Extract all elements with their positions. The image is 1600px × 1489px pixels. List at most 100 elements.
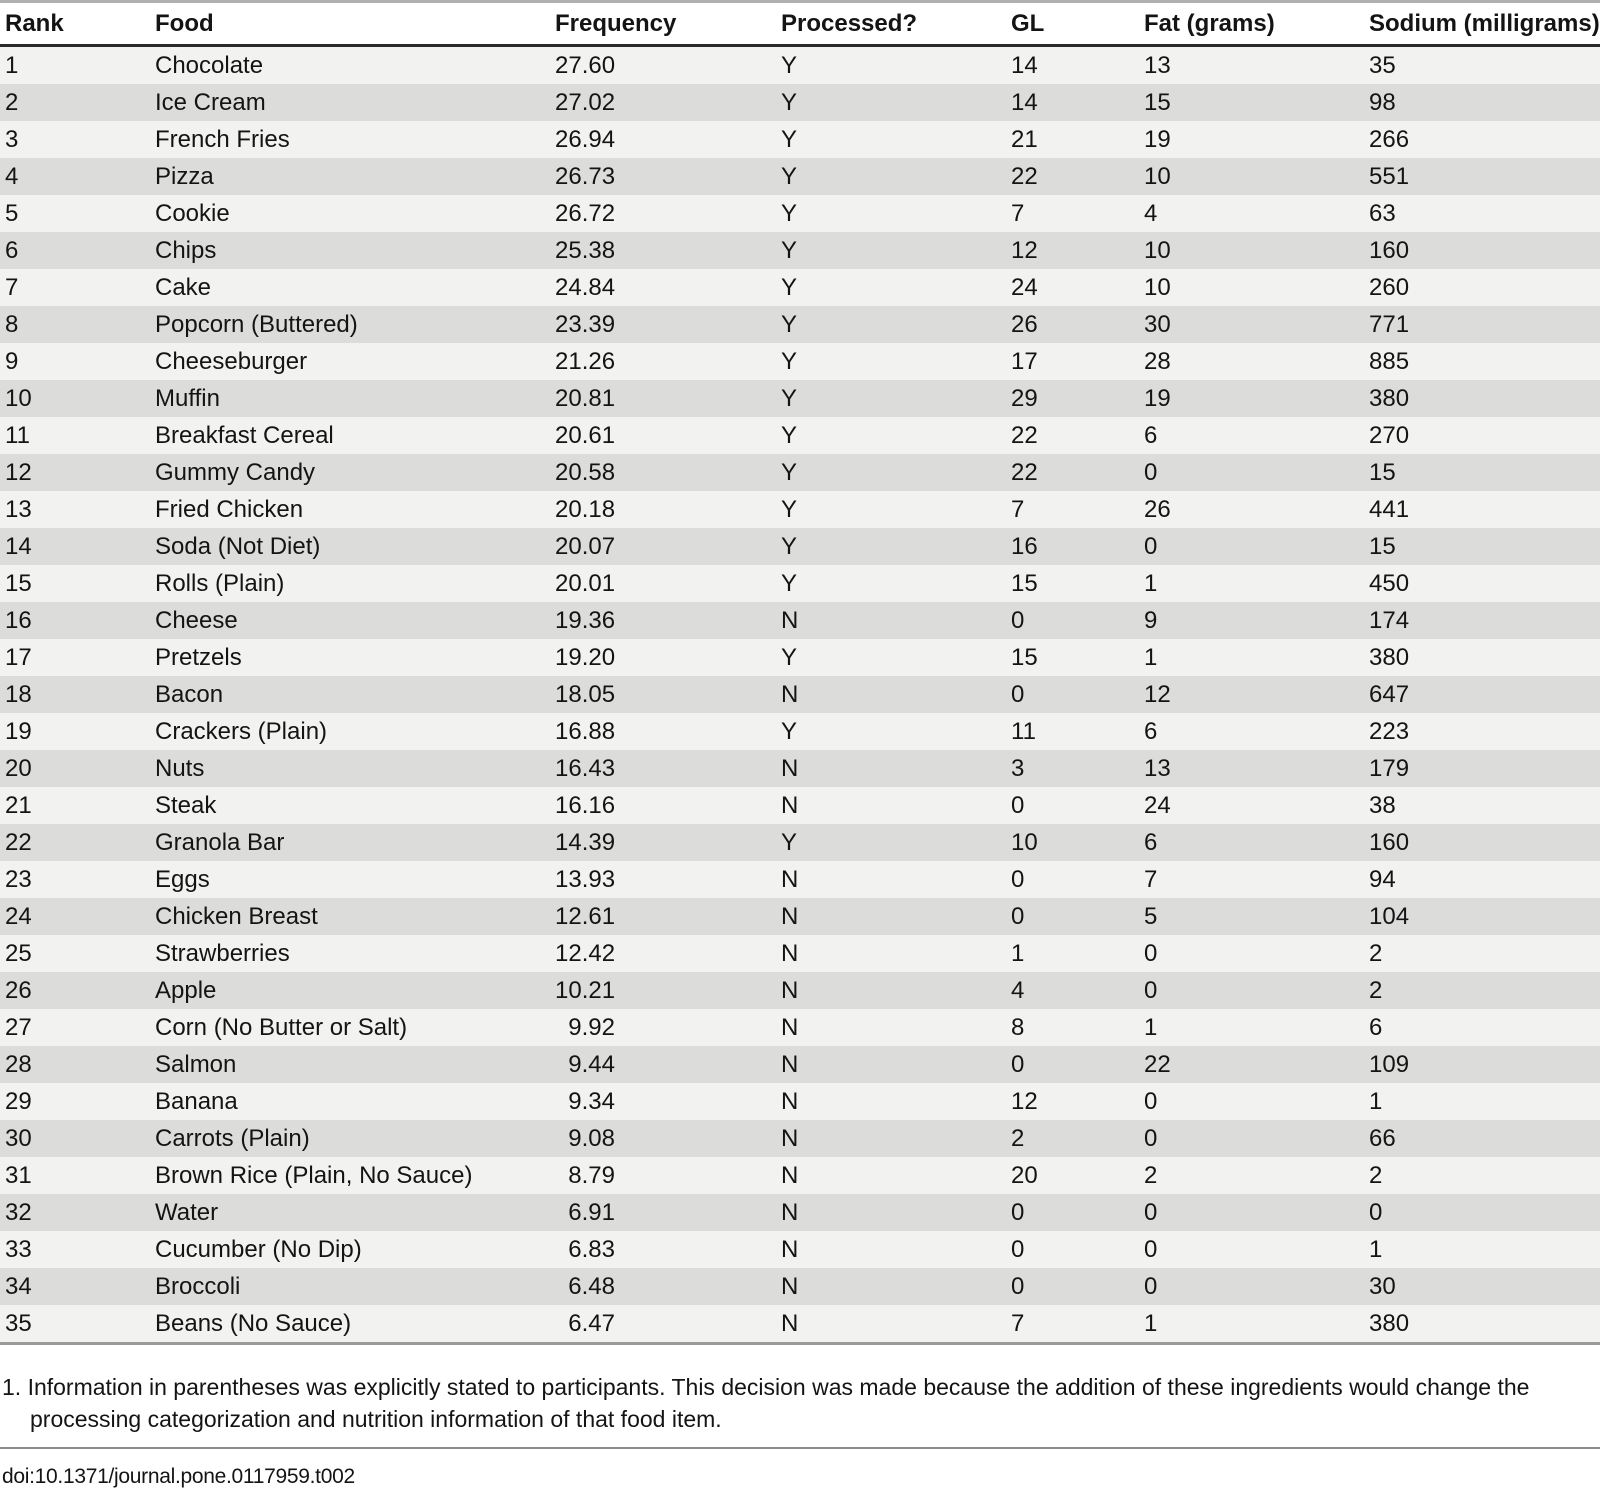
table-cell: N — [781, 1124, 799, 1152]
table-cell: 14.39 — [555, 828, 616, 856]
table-cell: 380 — [1369, 643, 1410, 671]
table-cell: 6.91 — [568, 1198, 615, 1226]
table-cell: 23.39 — [555, 310, 616, 338]
table-row: 27 Corn (No Butter or Salt) 9.92 N 8 1 6 — [0, 1009, 1600, 1046]
table-cell: 6.47 — [568, 1309, 615, 1337]
table-cell: 22 — [1011, 162, 1038, 190]
table-cell: N — [781, 1050, 799, 1078]
food-ranking-table: Rank Food Frequency Processed? GL Fat (g… — [0, 0, 1600, 1345]
table-cell: 10.21 — [555, 976, 616, 1004]
table-cell: 21.26 — [555, 347, 616, 375]
table-cell: 174 — [1369, 606, 1410, 634]
table-row: 3 French Fries 26.94 Y 21 19 266 — [0, 121, 1600, 158]
table-cell: Fried Chicken — [155, 495, 304, 523]
table-cell: Y — [781, 310, 798, 338]
table-cell: 647 — [1369, 680, 1410, 708]
table-cell: 260 — [1369, 273, 1410, 301]
table-cell: 27.60 — [555, 51, 616, 79]
table-cell: 20.58 — [555, 458, 616, 486]
table-cell: 17 — [1011, 347, 1038, 375]
table-cell: Strawberries — [155, 939, 290, 967]
table-cell: Y — [781, 643, 798, 671]
table-cell: 21 — [1011, 125, 1038, 153]
table-cell: 14 — [1011, 88, 1038, 116]
table-cell: 33 — [5, 1235, 32, 1263]
table-cell: Broccoli — [155, 1272, 241, 1300]
table-cell: 19 — [1144, 125, 1171, 153]
table-cell: Muffin — [155, 384, 220, 412]
table-cell: 20.18 — [555, 495, 616, 523]
table-row: 13 Fried Chicken 20.18 Y 7 26 441 — [0, 491, 1600, 528]
table-cell: 9.34 — [568, 1087, 615, 1115]
table-cell: Y — [781, 384, 798, 412]
table-row: 24 Chicken Breast 12.61 N 0 5 104 — [0, 898, 1600, 935]
table-cell: Cheeseburger — [155, 347, 308, 375]
table-cell: Y — [781, 236, 798, 264]
table-row: 17 Pretzels 19.20 Y 15 1 380 — [0, 639, 1600, 676]
table-cell: 29 — [5, 1087, 32, 1115]
table-cell: 12 — [5, 458, 32, 486]
table-cell: Bacon — [155, 680, 224, 708]
table-cell: 13 — [5, 495, 32, 523]
table-cell: N — [781, 902, 799, 930]
table-row: 1 Chocolate 27.60 Y 14 13 35 — [0, 45, 1600, 84]
table-row: 29 Banana 9.34 N 12 0 1 — [0, 1083, 1600, 1120]
table-cell: Pretzels — [155, 643, 242, 671]
table-cell: Corn (No Butter or Salt) — [155, 1013, 408, 1041]
table-cell: 35 — [1369, 51, 1396, 79]
table-cell: N — [781, 1272, 799, 1300]
table-cell: 26 — [5, 976, 32, 1004]
table-cell: Soda (Not Diet) — [155, 532, 321, 560]
table-cell: 179 — [1369, 754, 1410, 782]
table-cell: Y — [781, 125, 798, 153]
table-cell: 22 — [5, 828, 32, 856]
table-cell: 20.61 — [555, 421, 616, 449]
table-cell: 2 — [1369, 939, 1383, 967]
table-cell: Pizza — [155, 162, 214, 190]
table-row: 18 Bacon 18.05 N 0 12 647 — [0, 676, 1600, 713]
table-cell: 450 — [1369, 569, 1410, 597]
table-row: 16 Cheese 19.36 N 0 9 174 — [0, 602, 1600, 639]
table-cell: Nuts — [155, 754, 205, 782]
table-cell: 98 — [1369, 88, 1396, 116]
table-cell: 0 — [1011, 1272, 1025, 1300]
table-cell: Y — [781, 717, 798, 745]
table-cell: 28 — [1144, 347, 1171, 375]
table-cell: 30 — [1144, 310, 1171, 338]
table-cell: N — [781, 606, 799, 634]
table-cell: 25.38 — [555, 236, 616, 264]
table-cell: Y — [781, 199, 798, 227]
table-cell: 0 — [1144, 532, 1158, 560]
table-row: 26 Apple 10.21 N 4 0 2 — [0, 972, 1600, 1009]
table-cell: 1 — [1369, 1087, 1383, 1115]
table-row: 5 Cookie 26.72 Y 7 4 63 — [0, 195, 1600, 232]
table-cell: Cookie — [155, 199, 230, 227]
footnote-line: 1. Information in parentheses was explic… — [2, 1374, 1530, 1400]
table-cell: 15 — [1144, 88, 1171, 116]
table-cell: 13 — [1144, 754, 1171, 782]
table-cell: 22 — [1011, 458, 1038, 486]
table-row: 2 Ice Cream 27.02 Y 14 15 98 — [0, 84, 1600, 121]
table-cell: Chips — [155, 236, 217, 264]
table-cell: 26.73 — [555, 162, 616, 190]
table-cell: 12.61 — [555, 902, 616, 930]
table-cell: Y — [781, 532, 798, 560]
table-cell: 0 — [1144, 1272, 1158, 1300]
table-cell: N — [781, 754, 799, 782]
table-cell: N — [781, 1198, 799, 1226]
table-cell: 0 — [1144, 976, 1158, 1004]
table-row: 32 Water 6.91 N 0 0 0 — [0, 1194, 1600, 1231]
table-cell: 16.88 — [555, 717, 616, 745]
table-cell: 10 — [1144, 162, 1171, 190]
table-cell: 16.16 — [555, 791, 616, 819]
table-cell: 2 — [5, 88, 19, 116]
table-cell: 19 — [5, 717, 32, 745]
table-cell: 24 — [1144, 791, 1171, 819]
table-cell: 22 — [1011, 421, 1038, 449]
table-cell: 11 — [5, 421, 30, 449]
table-cell: 26.72 — [555, 199, 616, 227]
column-header-rank: Rank — [0, 1, 150, 47]
table-cell: 20.81 — [555, 384, 616, 412]
table-cell: French Fries — [155, 125, 290, 153]
table-cell: 0 — [1144, 1087, 1158, 1115]
